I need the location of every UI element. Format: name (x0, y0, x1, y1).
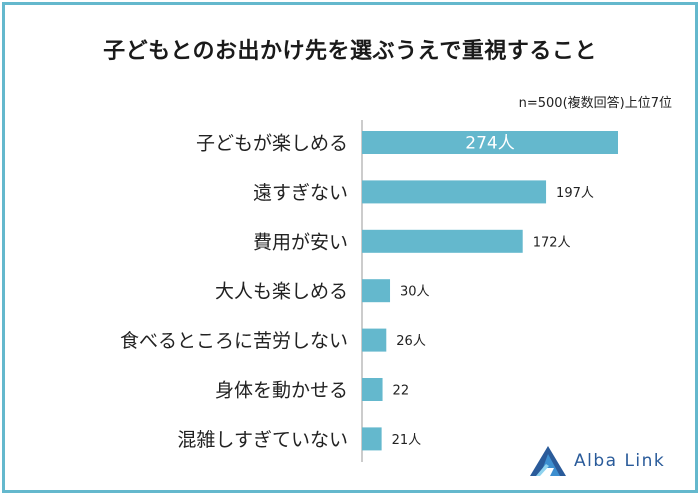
category-label: 費用が安い (253, 231, 348, 253)
value-label: 21人 (392, 433, 422, 448)
bar (362, 378, 383, 401)
category-label: 遠すぎない (253, 182, 348, 204)
value-label: 172人 (533, 235, 571, 250)
value-label: 26人 (396, 334, 426, 349)
value-label: 197人 (556, 186, 594, 201)
category-label: 身体を動かせる (215, 380, 348, 402)
bar (362, 180, 547, 204)
category-label: 混雑しすぎていない (177, 429, 348, 451)
bar (362, 427, 382, 451)
bar (362, 131, 618, 154)
category-label: 食べるところに苦労しない (120, 330, 348, 352)
logo-mark-icon (530, 446, 566, 476)
category-label: 大人も楽しめる (215, 281, 348, 303)
sample-note: n=500(複数回答)上位7位 (518, 96, 672, 111)
category-label: 子どもが楽しめる (196, 133, 348, 155)
value-label: 274人 (465, 134, 514, 154)
bar (362, 229, 523, 253)
value-label: 22 (393, 384, 410, 399)
value-label: 30人 (400, 285, 430, 300)
bar (362, 279, 391, 303)
chart-title: 子どもとのお出かけ先を選ぶうえで重視すること (103, 39, 597, 64)
bar (362, 328, 387, 352)
alba-link-logo: Alba Link (530, 446, 665, 476)
logo-text: Alba Link (574, 451, 666, 471)
